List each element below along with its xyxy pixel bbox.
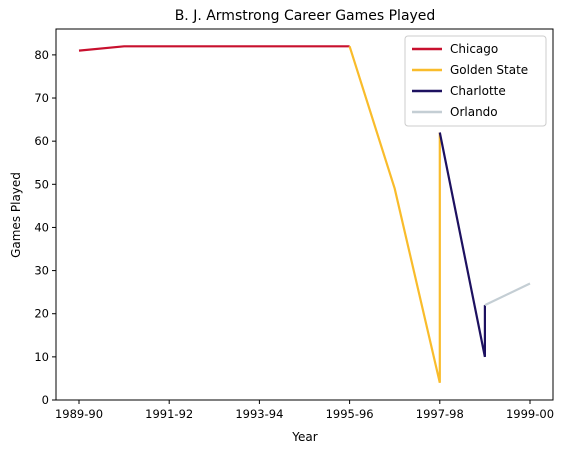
y-tick-label: 80 — [34, 48, 49, 62]
series-line-chicago — [79, 46, 350, 50]
x-tick-label: 1997-98 — [416, 407, 464, 421]
legend-label-golden-state: Golden State — [450, 63, 528, 77]
y-axis: 0 10 20 30 40 50 60 70 80 — [34, 48, 56, 407]
x-tick-label: 1993-94 — [235, 407, 283, 421]
y-tick-label: 20 — [34, 307, 49, 321]
x-tick-label: 1989-90 — [55, 407, 103, 421]
y-tick-label: 30 — [34, 264, 49, 278]
chart-title: B. J. Armstrong Career Games Played — [175, 8, 436, 24]
y-tick-label: 40 — [34, 220, 49, 234]
y-tick-label: 50 — [34, 177, 49, 191]
legend-label-charlotte: Charlotte — [450, 84, 506, 98]
y-tick-label: 70 — [34, 91, 49, 105]
legend: Chicago Golden State Charlotte Orlando — [405, 36, 546, 126]
x-tick-label: 1999-00 — [506, 407, 554, 421]
x-axis-label: Year — [291, 430, 317, 444]
series-line-orlando — [485, 284, 530, 306]
y-tick-label: 60 — [34, 134, 49, 148]
y-axis-label: Games Played — [9, 172, 23, 258]
y-tick-label: 10 — [34, 350, 49, 364]
legend-label-chicago: Chicago — [450, 42, 498, 56]
x-tick-label: 1995-96 — [326, 407, 374, 421]
x-axis: 1989-90 1991-92 1993-94 1995-96 1997-98 1999-… — [55, 400, 554, 421]
x-tick-label: 1991-92 — [145, 407, 193, 421]
legend-label-orlando: Orlando — [450, 105, 498, 119]
series-line-charlotte — [440, 133, 485, 357]
y-tick-label: 0 — [42, 393, 49, 407]
